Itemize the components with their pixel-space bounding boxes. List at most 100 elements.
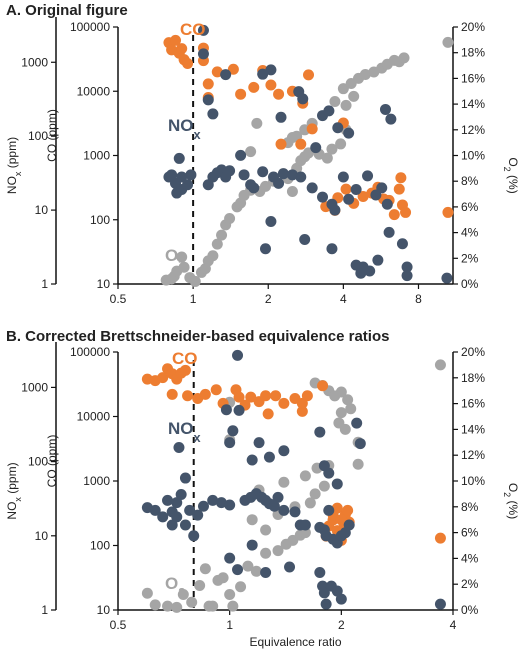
co-point bbox=[270, 390, 282, 402]
o2-tick-label: 10% bbox=[461, 474, 485, 488]
nox-point bbox=[310, 142, 322, 154]
nox-point bbox=[317, 191, 329, 203]
nox-tick-label: 10 bbox=[35, 203, 49, 217]
o2-point bbox=[335, 138, 347, 150]
co-series-label: CO bbox=[180, 20, 206, 39]
nox-point bbox=[306, 182, 318, 194]
nox-series-label: NOx bbox=[168, 116, 201, 142]
x-axis-title: Equivalence ratio bbox=[249, 635, 341, 649]
co-tick-label: 10 bbox=[97, 603, 111, 617]
x-tick-label: 0.5 bbox=[110, 292, 127, 306]
nox-point bbox=[184, 504, 196, 516]
nox-point bbox=[299, 519, 311, 531]
nox-point bbox=[157, 511, 169, 523]
co-point bbox=[340, 183, 352, 195]
co-point bbox=[296, 405, 308, 417]
co-point bbox=[275, 138, 287, 150]
nox-point bbox=[343, 519, 355, 531]
co-point bbox=[182, 58, 194, 70]
co-tick-label: 100 bbox=[90, 539, 110, 553]
co-point bbox=[442, 206, 454, 218]
co-point bbox=[182, 390, 194, 402]
co-point bbox=[273, 88, 285, 100]
o2-point bbox=[286, 132, 298, 144]
o2-point bbox=[278, 476, 290, 488]
co-point bbox=[166, 388, 178, 400]
co-point bbox=[202, 78, 214, 90]
co-point bbox=[265, 79, 277, 91]
nox-point bbox=[235, 149, 247, 161]
co-point bbox=[262, 408, 274, 420]
o2-tick-label: 4% bbox=[461, 551, 479, 565]
nox-point bbox=[173, 441, 185, 453]
nox-point bbox=[224, 437, 236, 449]
nox-point bbox=[362, 170, 374, 182]
nox-point bbox=[238, 169, 250, 181]
nox-point bbox=[257, 166, 269, 178]
nox-tick-label: 100 bbox=[28, 129, 48, 143]
o2-tick-label: 6% bbox=[461, 200, 479, 214]
nox-point bbox=[220, 69, 232, 81]
nox-point bbox=[332, 122, 344, 134]
nox-point bbox=[385, 113, 397, 125]
nox-point bbox=[224, 552, 236, 564]
x-tick-label: 2 bbox=[338, 618, 345, 632]
o2-tick-label: 20% bbox=[461, 345, 485, 359]
o2-tick-label: 12% bbox=[461, 123, 485, 137]
o2-series-label: O2 bbox=[165, 246, 185, 272]
nox-point bbox=[171, 187, 183, 199]
nox-point bbox=[323, 467, 335, 479]
o2-tick-label: 6% bbox=[461, 526, 479, 540]
nox-point bbox=[268, 500, 280, 512]
x-tick-label: 8 bbox=[415, 292, 422, 306]
nox-point bbox=[337, 171, 349, 183]
nox-point bbox=[273, 177, 285, 189]
x-tick-label: 1 bbox=[226, 618, 233, 632]
nox-point bbox=[323, 504, 335, 516]
o2-point bbox=[251, 117, 263, 129]
o2-point bbox=[337, 83, 349, 95]
co-point bbox=[357, 191, 369, 203]
o2-point bbox=[309, 488, 321, 500]
nox-point bbox=[343, 193, 355, 205]
o2-point bbox=[176, 251, 188, 263]
nox-tick-label: 1000 bbox=[21, 55, 48, 69]
o2-tick-label: 2% bbox=[461, 577, 479, 591]
nox-point bbox=[197, 500, 209, 512]
nox-point bbox=[202, 94, 214, 106]
nox-point bbox=[329, 204, 341, 216]
co-tick-label: 100000 bbox=[70, 20, 110, 34]
o2-point bbox=[318, 480, 330, 492]
co-point bbox=[227, 63, 239, 75]
co-point bbox=[233, 391, 245, 403]
nox-point bbox=[171, 511, 183, 523]
co-point bbox=[210, 384, 222, 396]
chart-panel-a: 1 10 100 1000 10 100 1000 10000 100000 0% 2% 4% 6% 8%… bbox=[5, 17, 520, 306]
o2-point bbox=[340, 99, 352, 111]
co-tick-label: 100 bbox=[90, 213, 110, 227]
nox-point bbox=[246, 539, 258, 551]
o2-point bbox=[211, 238, 223, 250]
nox-point bbox=[192, 509, 204, 521]
nox-series-label: NOx bbox=[168, 419, 201, 445]
nox-point bbox=[381, 198, 393, 210]
nox-point bbox=[248, 182, 260, 194]
panel-b-title: B. Corrected Brettschneider-based equiva… bbox=[6, 328, 390, 345]
o2-point bbox=[216, 229, 228, 241]
o2-point bbox=[339, 423, 351, 435]
co-point bbox=[170, 34, 182, 46]
o2-point bbox=[321, 152, 333, 164]
co-tick-label: 100000 bbox=[70, 345, 110, 359]
nox-point bbox=[182, 179, 194, 191]
nox-point bbox=[188, 530, 200, 542]
nox-tick-label: 10 bbox=[35, 529, 49, 543]
nox-point bbox=[351, 417, 363, 429]
nox-point bbox=[149, 504, 161, 516]
nox-point bbox=[354, 438, 366, 450]
nox-point bbox=[376, 182, 388, 194]
co-point bbox=[301, 390, 313, 402]
nox-point bbox=[275, 111, 287, 123]
o2-point bbox=[186, 596, 198, 608]
nox-point bbox=[396, 238, 408, 250]
nox-point bbox=[278, 504, 290, 516]
